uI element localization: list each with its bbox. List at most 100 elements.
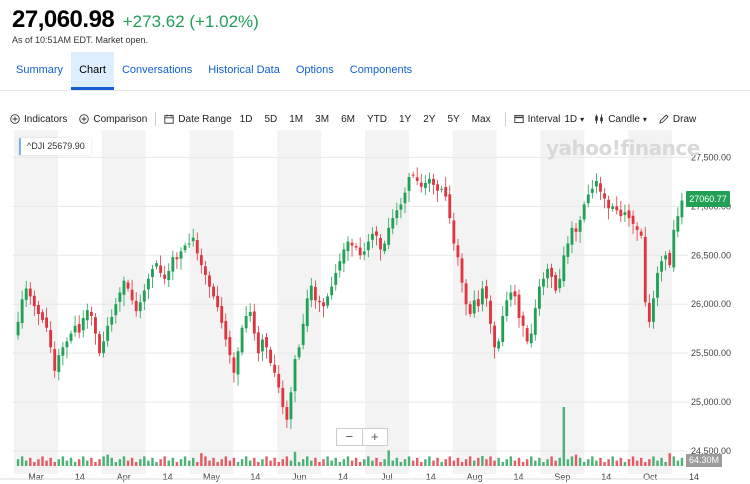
volume-bar bbox=[98, 459, 101, 466]
date-range-button[interactable]: Date Range bbox=[164, 114, 232, 125]
candle-body bbox=[566, 243, 570, 258]
candle-body bbox=[501, 315, 505, 343]
volume-bar bbox=[497, 457, 500, 466]
candle-body bbox=[582, 204, 586, 220]
candle-body bbox=[419, 182, 423, 187]
month-band bbox=[365, 130, 409, 474]
candle-body bbox=[252, 311, 256, 334]
tab-options[interactable]: Options bbox=[295, 64, 334, 76]
volume-bar bbox=[652, 456, 655, 466]
volume-bar bbox=[33, 462, 36, 466]
indicators-button[interactable]: Indicators bbox=[10, 114, 67, 125]
candle-body bbox=[578, 220, 582, 232]
zoom-in-button[interactable]: + bbox=[361, 429, 388, 445]
tab-components[interactable]: Components bbox=[349, 64, 413, 76]
volume-bar bbox=[611, 456, 614, 466]
zoom-out-button[interactable]: − bbox=[345, 429, 354, 444]
candle-body bbox=[187, 243, 191, 245]
volume-bar bbox=[318, 462, 321, 466]
candle-body bbox=[440, 188, 444, 190]
range-ytd[interactable]: YTD bbox=[366, 113, 387, 125]
volume-bar bbox=[49, 457, 52, 466]
range-1m[interactable]: 1M bbox=[289, 113, 304, 125]
candle-body bbox=[615, 206, 619, 211]
volume-bar bbox=[648, 459, 651, 466]
candle-body bbox=[281, 388, 285, 408]
candle-body bbox=[24, 288, 28, 300]
candle-body bbox=[607, 199, 611, 209]
candle-body bbox=[16, 321, 20, 336]
tab-summary[interactable]: Summary bbox=[16, 64, 64, 76]
volume-bar bbox=[452, 460, 456, 466]
candle-icon bbox=[595, 114, 603, 124]
interval-label: Interval bbox=[527, 113, 561, 125]
candle-body bbox=[594, 180, 598, 187]
x-tick-label: 14 bbox=[426, 472, 436, 482]
candle-body bbox=[427, 178, 431, 184]
comparison-button[interactable]: Comparison bbox=[79, 114, 147, 125]
draw-button[interactable]: Draw bbox=[659, 114, 696, 125]
candle-body bbox=[313, 286, 317, 301]
candle-body bbox=[106, 325, 110, 341]
candle-body bbox=[399, 204, 403, 210]
volume-bar bbox=[379, 462, 382, 466]
candle-body bbox=[468, 304, 472, 315]
candle-body bbox=[476, 299, 480, 307]
volume-bar bbox=[664, 462, 667, 466]
volume-bar bbox=[269, 460, 272, 466]
candle-body bbox=[542, 278, 545, 287]
candle-body bbox=[208, 275, 211, 287]
volume-bar bbox=[513, 460, 517, 466]
volume-bar bbox=[236, 462, 240, 466]
volume-bar bbox=[639, 457, 643, 466]
range-5y[interactable]: 5Y bbox=[447, 113, 460, 125]
volume-bar bbox=[403, 459, 407, 466]
tab-conversations[interactable]: Conversations bbox=[121, 64, 193, 76]
volume-bar bbox=[407, 456, 411, 466]
candle-body bbox=[346, 241, 350, 252]
volume-bar bbox=[534, 460, 537, 466]
volume-bar bbox=[644, 462, 647, 466]
chevron-down-icon: ▾ bbox=[580, 114, 585, 124]
month-band bbox=[14, 130, 58, 474]
range-2y[interactable]: 2Y bbox=[423, 113, 436, 125]
volume-bar bbox=[619, 457, 623, 466]
volume-bar bbox=[676, 460, 680, 466]
tab-chart[interactable]: Chart bbox=[71, 52, 114, 90]
volume-bar bbox=[187, 460, 191, 466]
candle-body bbox=[203, 266, 207, 275]
range-1d[interactable]: 1D bbox=[239, 113, 253, 125]
range-6m[interactable]: 6M bbox=[341, 113, 355, 125]
candle-body bbox=[362, 251, 366, 255]
interval-dropdown[interactable]: Interval 1D ▾ bbox=[513, 113, 585, 125]
chart-type-dropdown[interactable]: Candle ▾ bbox=[594, 114, 647, 125]
candle-body bbox=[635, 226, 639, 230]
tab-historical-data[interactable]: Historical Data bbox=[208, 64, 280, 76]
candle-body bbox=[309, 285, 313, 301]
indicators-label: Indicators bbox=[24, 113, 68, 125]
volume-bar bbox=[224, 456, 228, 466]
range-5d[interactable]: 5D bbox=[264, 113, 278, 125]
candle-body bbox=[57, 355, 61, 372]
volume-bar bbox=[29, 457, 32, 466]
volume-bar bbox=[45, 460, 48, 466]
volume-bar bbox=[558, 457, 561, 466]
candle-body bbox=[562, 255, 566, 282]
range-1y[interactable]: 1Y bbox=[398, 113, 412, 125]
range-max[interactable]: Max bbox=[471, 113, 491, 125]
volume-bar bbox=[371, 460, 374, 466]
price-chart[interactable]: 27,500.0027,000.0026,500.0026,000.0025,5… bbox=[0, 130, 750, 484]
volume-bar bbox=[167, 460, 170, 466]
volume-bar bbox=[399, 462, 403, 466]
volume-bar bbox=[273, 457, 276, 466]
x-tick-label: 14 bbox=[338, 472, 348, 482]
range-3m[interactable]: 3M bbox=[315, 113, 330, 125]
candle-body bbox=[387, 227, 391, 245]
candle-body bbox=[550, 267, 554, 277]
y-tick-label: 25,500.00 bbox=[691, 348, 731, 358]
candle-body bbox=[432, 178, 435, 185]
candle-body bbox=[305, 298, 309, 327]
volume-bar bbox=[428, 456, 431, 466]
volume-bar bbox=[631, 456, 635, 466]
volume-bar bbox=[90, 457, 93, 466]
